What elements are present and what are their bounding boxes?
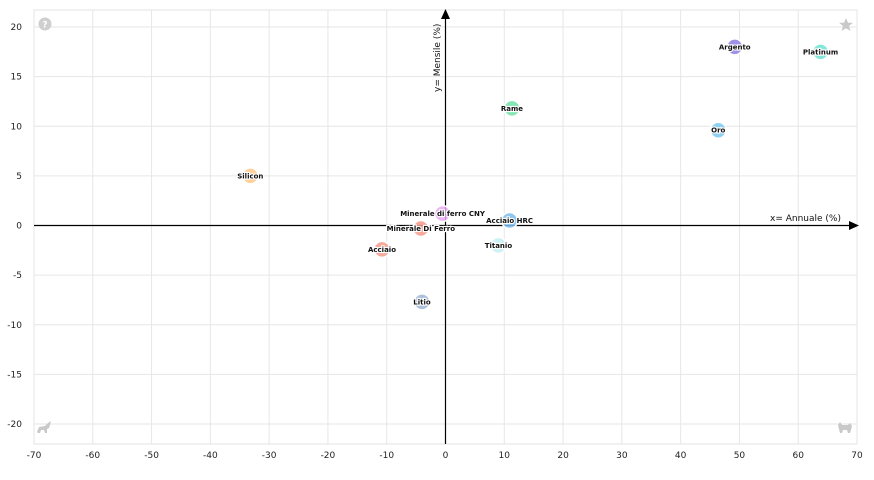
x-tick-label: -50 xyxy=(144,451,159,461)
x-tick-label: 50 xyxy=(734,451,746,461)
y-tick-label: -20 xyxy=(7,420,22,430)
bear-icon[interactable] xyxy=(838,422,852,433)
y-axis-label: y= Mensile (%) xyxy=(433,24,443,92)
x-tick-label: 0 xyxy=(443,451,449,461)
x-axis-label: x= Annuale (%) xyxy=(770,214,841,224)
points-layer xyxy=(241,38,830,311)
data-point-label: Oro xyxy=(711,127,725,135)
axes-layer xyxy=(34,9,859,444)
data-point[interactable] xyxy=(811,43,830,61)
bull-icon[interactable] xyxy=(37,421,51,433)
x-tick-label: 10 xyxy=(499,451,511,461)
x-tick-label: 40 xyxy=(675,451,687,461)
x-tick-label: -60 xyxy=(85,451,100,461)
y-tick-label: 20 xyxy=(11,23,23,33)
x-axis-arrow xyxy=(849,221,859,230)
data-point-label: Acciaio HRC xyxy=(486,217,533,225)
y-axis-arrow xyxy=(441,9,450,19)
svg-text:?: ? xyxy=(42,21,47,31)
data-point-label: Minerale Di Ferro xyxy=(387,225,456,233)
y-tick-label: 0 xyxy=(16,222,22,232)
data-point-label: Silicon xyxy=(237,172,263,180)
x-tick-label: 30 xyxy=(616,451,628,461)
x-tick-label: -20 xyxy=(321,451,336,461)
data-point[interactable] xyxy=(241,167,260,185)
data-point-label: Litio xyxy=(413,298,431,306)
labels-layer: Argento Platinum Rame Oro Silicon Minerale di… xyxy=(236,42,839,307)
data-point[interactable] xyxy=(500,211,519,230)
y-tick-label: -10 xyxy=(7,321,22,331)
data-point[interactable] xyxy=(489,236,508,255)
data-point[interactable] xyxy=(725,38,744,56)
x-tick-label: 20 xyxy=(557,451,569,461)
x-tick-label: -40 xyxy=(203,451,218,461)
y-tick-label: -15 xyxy=(7,370,22,380)
y-tick-label: 5 xyxy=(16,172,22,182)
data-point-label: Rame xyxy=(501,105,523,113)
x-tick-label: -70 xyxy=(27,451,42,461)
data-point[interactable] xyxy=(709,121,728,139)
data-point[interactable] xyxy=(373,240,391,259)
data-point[interactable] xyxy=(412,219,430,238)
x-tick-label: 70 xyxy=(851,451,863,461)
x-tick-label: -10 xyxy=(379,451,394,461)
y-tick-label: 15 xyxy=(11,73,22,83)
y-tick-label: -5 xyxy=(13,271,22,281)
data-point-label: Platinum xyxy=(803,48,838,56)
data-point[interactable] xyxy=(433,204,452,223)
x-tick-label: -30 xyxy=(262,451,277,461)
data-point[interactable] xyxy=(413,293,431,311)
data-point-label: Titanio xyxy=(485,242,513,250)
star-icon[interactable] xyxy=(839,18,853,31)
help-circle-icon[interactable]: ? xyxy=(38,17,52,31)
ticks-layer: -70 -60 -50 -40 -30 -20 -10 0 10 20 30 40 50 60 70-20-… xyxy=(7,23,863,461)
data-point[interactable] xyxy=(503,99,521,118)
y-tick-label: 10 xyxy=(11,122,23,132)
data-point-label: Acciaio xyxy=(368,246,396,254)
data-point-label: Argento xyxy=(719,43,751,51)
data-point-label: Minerale di ferro CNY xyxy=(400,210,486,218)
x-tick-label: 60 xyxy=(792,451,804,461)
